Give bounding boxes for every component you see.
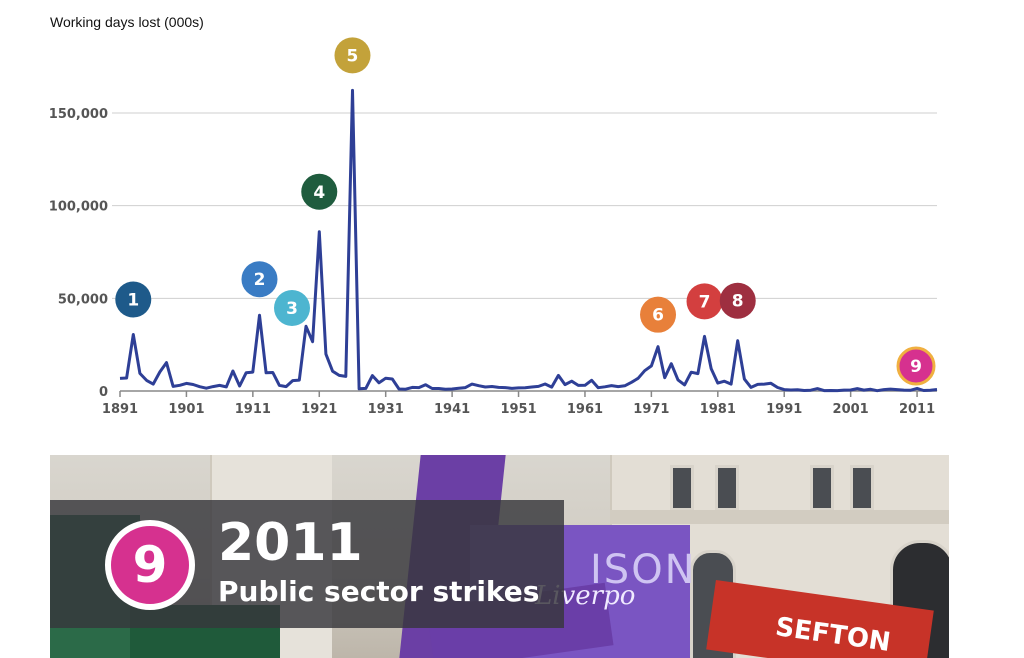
marker-3: 3 <box>274 290 310 326</box>
marker-label: 8 <box>732 292 744 312</box>
marker-label: 7 <box>699 292 711 312</box>
series-line <box>119 88 938 393</box>
x-tick-label: 1951 <box>500 402 536 417</box>
marker-label: 1 <box>127 290 139 310</box>
marker-circle <box>274 290 310 326</box>
marker-circle <box>640 296 677 333</box>
marker-circle <box>301 173 338 210</box>
marker-5: 5 <box>334 37 371 74</box>
y-tick-label: 100,000 <box>49 200 108 215</box>
marker-2: 2 <box>241 261 278 298</box>
marker-label: 6 <box>652 306 664 326</box>
x-tick-label: 2011 <box>899 402 935 417</box>
x-tick-label: 1891 <box>102 402 138 417</box>
event-caption: 9 2011 Public sector strikes <box>50 500 564 628</box>
marker-8: 8 <box>719 282 756 319</box>
event-title: Public sector strikes <box>218 575 540 608</box>
marker-9: 9 <box>896 346 936 386</box>
x-tick-label: 1991 <box>766 402 802 417</box>
marker-label: 9 <box>910 357 922 377</box>
x-tick-label: 1981 <box>700 402 736 417</box>
x-tick-label: 1931 <box>368 402 404 417</box>
marker-circle <box>896 346 936 386</box>
marker-1: 1 <box>115 281 152 318</box>
y-tick-label: 50,000 <box>58 292 108 307</box>
marker-circle <box>241 261 278 298</box>
x-tick-label: 1961 <box>567 402 603 417</box>
marker-circle <box>334 37 371 74</box>
x-tick-label: 1901 <box>168 402 204 417</box>
x-tick-label: 1941 <box>434 402 470 417</box>
banner-text: ISON <box>590 547 697 593</box>
marker-label: 3 <box>286 299 298 319</box>
x-tick-label: 1971 <box>633 402 669 417</box>
y-tick-labels: 0 50,000 100,000 150,000 <box>49 107 108 400</box>
marker-4: 4 <box>301 173 338 210</box>
marker-label: 4 <box>313 183 325 203</box>
marker-6: 6 <box>640 296 677 333</box>
y-axis-label: Working days lost (000s) <box>50 14 204 30</box>
x-axis: 1891 1901 1911 1921 1931 1941 1951 1961 1971 1981… <box>102 390 937 417</box>
x-tick-label: 1921 <box>301 402 337 417</box>
x-tick-label: 1911 <box>235 402 271 417</box>
marker-label: 2 <box>254 270 266 290</box>
marker-label: 5 <box>347 46 359 66</box>
event-year: 2011 <box>218 513 363 573</box>
marker-circle <box>719 282 756 319</box>
grid-lines <box>112 112 937 299</box>
marker-circle <box>686 283 723 320</box>
x-tick-label: 2001 <box>833 402 869 417</box>
y-tick-label: 0 <box>99 385 108 400</box>
marker-circle <box>115 281 152 318</box>
marker-7: 7 <box>686 283 723 320</box>
event-number-badge: 9 <box>105 520 195 610</box>
y-tick-label: 150,000 <box>49 107 108 122</box>
